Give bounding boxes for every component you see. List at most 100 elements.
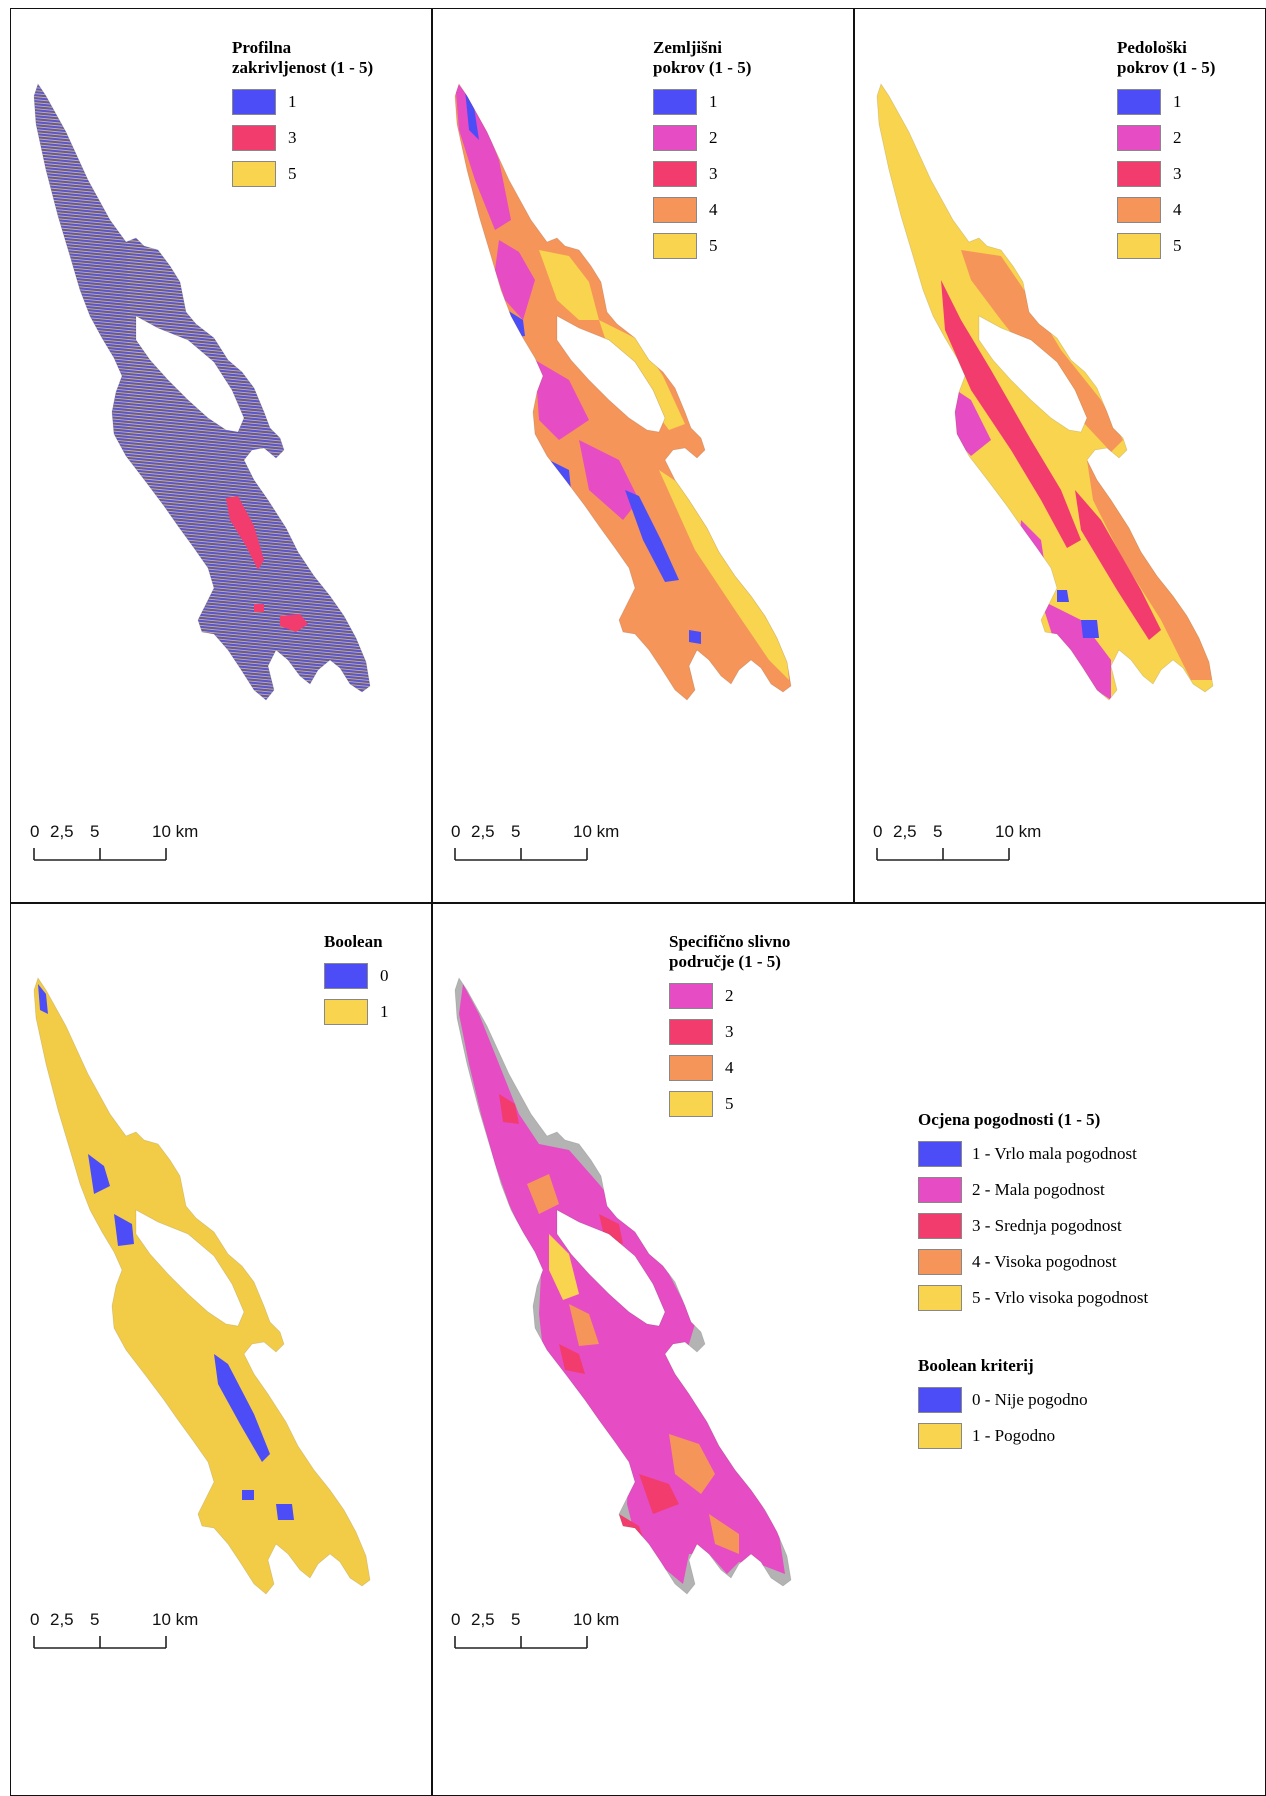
legend-title-line: Profilna: [232, 38, 292, 57]
scale-label: 10 km: [573, 1610, 620, 1629]
legend-label: 3 - Srednja pogodnost: [972, 1216, 1122, 1235]
legend-item: 1: [1117, 84, 1215, 120]
summary-legend-item: 4 - Visoka pogodnost: [918, 1244, 1148, 1280]
legend-boolean: Boolean 0 1: [324, 932, 389, 1030]
legend-label: 1: [709, 92, 718, 111]
legend-swatch: [918, 1423, 962, 1449]
scale-bar: 0 2,5 5 10 km: [30, 1610, 210, 1658]
summary-legend-item: 5 - Vrlo visoka pogodnost: [918, 1280, 1148, 1316]
legend-label: 4: [1173, 200, 1182, 219]
legend-item: 3: [1117, 156, 1215, 192]
legend-label: 1: [1173, 92, 1182, 111]
legend-label: 0 - Nije pogodno: [972, 1390, 1088, 1409]
legend-swatch: [232, 125, 276, 151]
legend-item: 5: [1117, 228, 1215, 264]
legend-label: 3: [288, 128, 297, 147]
scale-label: 10 km: [152, 1610, 199, 1629]
legend-title: Pedološki pokrov (1 - 5): [1117, 38, 1215, 78]
legend-item: 1: [324, 994, 389, 1030]
scale-label: 5: [90, 1610, 100, 1629]
legend-swatch: [232, 89, 276, 115]
legend-title-line: Pedološki: [1117, 38, 1187, 57]
legend-title: Profilna zakrivljenost (1 - 5): [232, 38, 373, 78]
scale-label: 5: [511, 1610, 521, 1629]
legend-item: 2: [1117, 120, 1215, 156]
legend-swatch: [918, 1249, 962, 1275]
scale-label: 0: [451, 1610, 461, 1629]
summary-legend-item: 3 - Srednja pogodnost: [918, 1208, 1148, 1244]
legend-swatch: [1117, 233, 1161, 259]
legend-title: Zemljišni pokrov (1 - 5): [653, 38, 751, 78]
legend-label: 1 - Pogodno: [972, 1426, 1056, 1445]
legend-swatch: [324, 999, 368, 1025]
scale-label: 2,5: [50, 1610, 74, 1629]
divider-horizontal: [10, 902, 1266, 904]
legend-label: 4 - Visoka pogodnost: [972, 1252, 1117, 1271]
divider-vertical-2: [853, 8, 855, 903]
scale-bar: 0 2,5 5 10 km: [451, 822, 631, 870]
legend-swatch: [232, 161, 276, 187]
legend-label: 4: [725, 1058, 734, 1077]
legend-pedoloski: Pedološki pokrov (1 - 5) 1 2 3 4 5: [1117, 38, 1215, 264]
legend-swatch: [669, 983, 713, 1009]
legend-swatch: [918, 1177, 962, 1203]
suitability-legend-title: Ocjena pogodnosti (1 - 5): [918, 1110, 1101, 1129]
map-panel-zemljisni: Zemljišni pokrov (1 - 5) 1 2 3 4 5 0 2,5 5 10 km: [433, 10, 853, 902]
legend-title-line: Boolean: [324, 932, 383, 951]
scale-bar-line: [33, 1636, 167, 1649]
summary-legend-item: 1 - Vrlo mala pogodnost: [918, 1136, 1148, 1172]
scale-label: 5: [511, 822, 521, 841]
legend-swatch: [918, 1285, 962, 1311]
legend-swatch: [653, 233, 697, 259]
legend-swatch: [324, 963, 368, 989]
scale-label: 2,5: [50, 822, 74, 841]
legend-slivno: Specifično slivno područje (1 - 5) 2 3 4 5: [669, 932, 790, 1122]
legend-item: 5: [653, 228, 751, 264]
legend-swatch: [653, 197, 697, 223]
legend-swatch: [653, 89, 697, 115]
map-panel-boolean: Boolean 0 1 0 2,5 5 10 km: [12, 904, 431, 1794]
legend-item: 2: [653, 120, 751, 156]
legend-label: 1 - Vrlo mala pogodnost: [972, 1144, 1137, 1163]
legend-swatch: [669, 1019, 713, 1045]
legend-title-line: pokrov (1 - 5): [1117, 58, 1216, 77]
legend-swatch: [669, 1091, 713, 1117]
scale-label: 0: [873, 822, 883, 841]
legend-title: Specifično slivno područje (1 - 5): [669, 932, 790, 972]
legend-swatch: [653, 161, 697, 187]
legend-swatch: [918, 1141, 962, 1167]
legend-label: 2: [725, 986, 734, 1005]
legend-label: 1: [288, 92, 297, 111]
legend-title-line: zakrivljenost (1 - 5): [232, 58, 374, 77]
legend-label: 5: [725, 1094, 734, 1113]
scale-label: 10 km: [573, 822, 620, 841]
legend-label: 3: [1173, 164, 1182, 183]
summary-legend: Ocjena pogodnosti (1 - 5) 1 - Vrlo mala …: [918, 1110, 1148, 1454]
legend-swatch: [669, 1055, 713, 1081]
legend-item: 3: [653, 156, 751, 192]
legend-item: 1: [232, 84, 373, 120]
legend-title-line: područje (1 - 5): [669, 952, 781, 971]
island-map: [33, 83, 371, 701]
legend-label: 3: [725, 1022, 734, 1041]
legend-swatch: [1117, 125, 1161, 151]
legend-swatch: [653, 125, 697, 151]
scale-label: 10 km: [995, 822, 1042, 841]
summary-legend-item: 1 - Pogodno: [918, 1418, 1148, 1454]
boolean-legend-title: Boolean kriterij: [918, 1356, 1034, 1375]
scale-label: 2,5: [471, 1610, 495, 1629]
legend-title-line: pokrov (1 - 5): [653, 58, 752, 77]
legend-label: 5 - Vrlo visoka pogodnost: [972, 1288, 1149, 1307]
legend-label: 5: [1173, 236, 1182, 255]
scale-label: 5: [933, 822, 943, 841]
legend-item: 4: [653, 192, 751, 228]
scale-label: 2,5: [893, 822, 917, 841]
legend-swatch: [918, 1213, 962, 1239]
legend-item: 3: [232, 120, 373, 156]
scale-bar-line: [454, 848, 588, 861]
scale-bar-line: [876, 848, 1010, 861]
scale-label: 0: [451, 822, 461, 841]
legend-item: 2: [669, 978, 790, 1014]
legend-label: 2: [1173, 128, 1182, 147]
legend-item: 5: [232, 156, 373, 192]
